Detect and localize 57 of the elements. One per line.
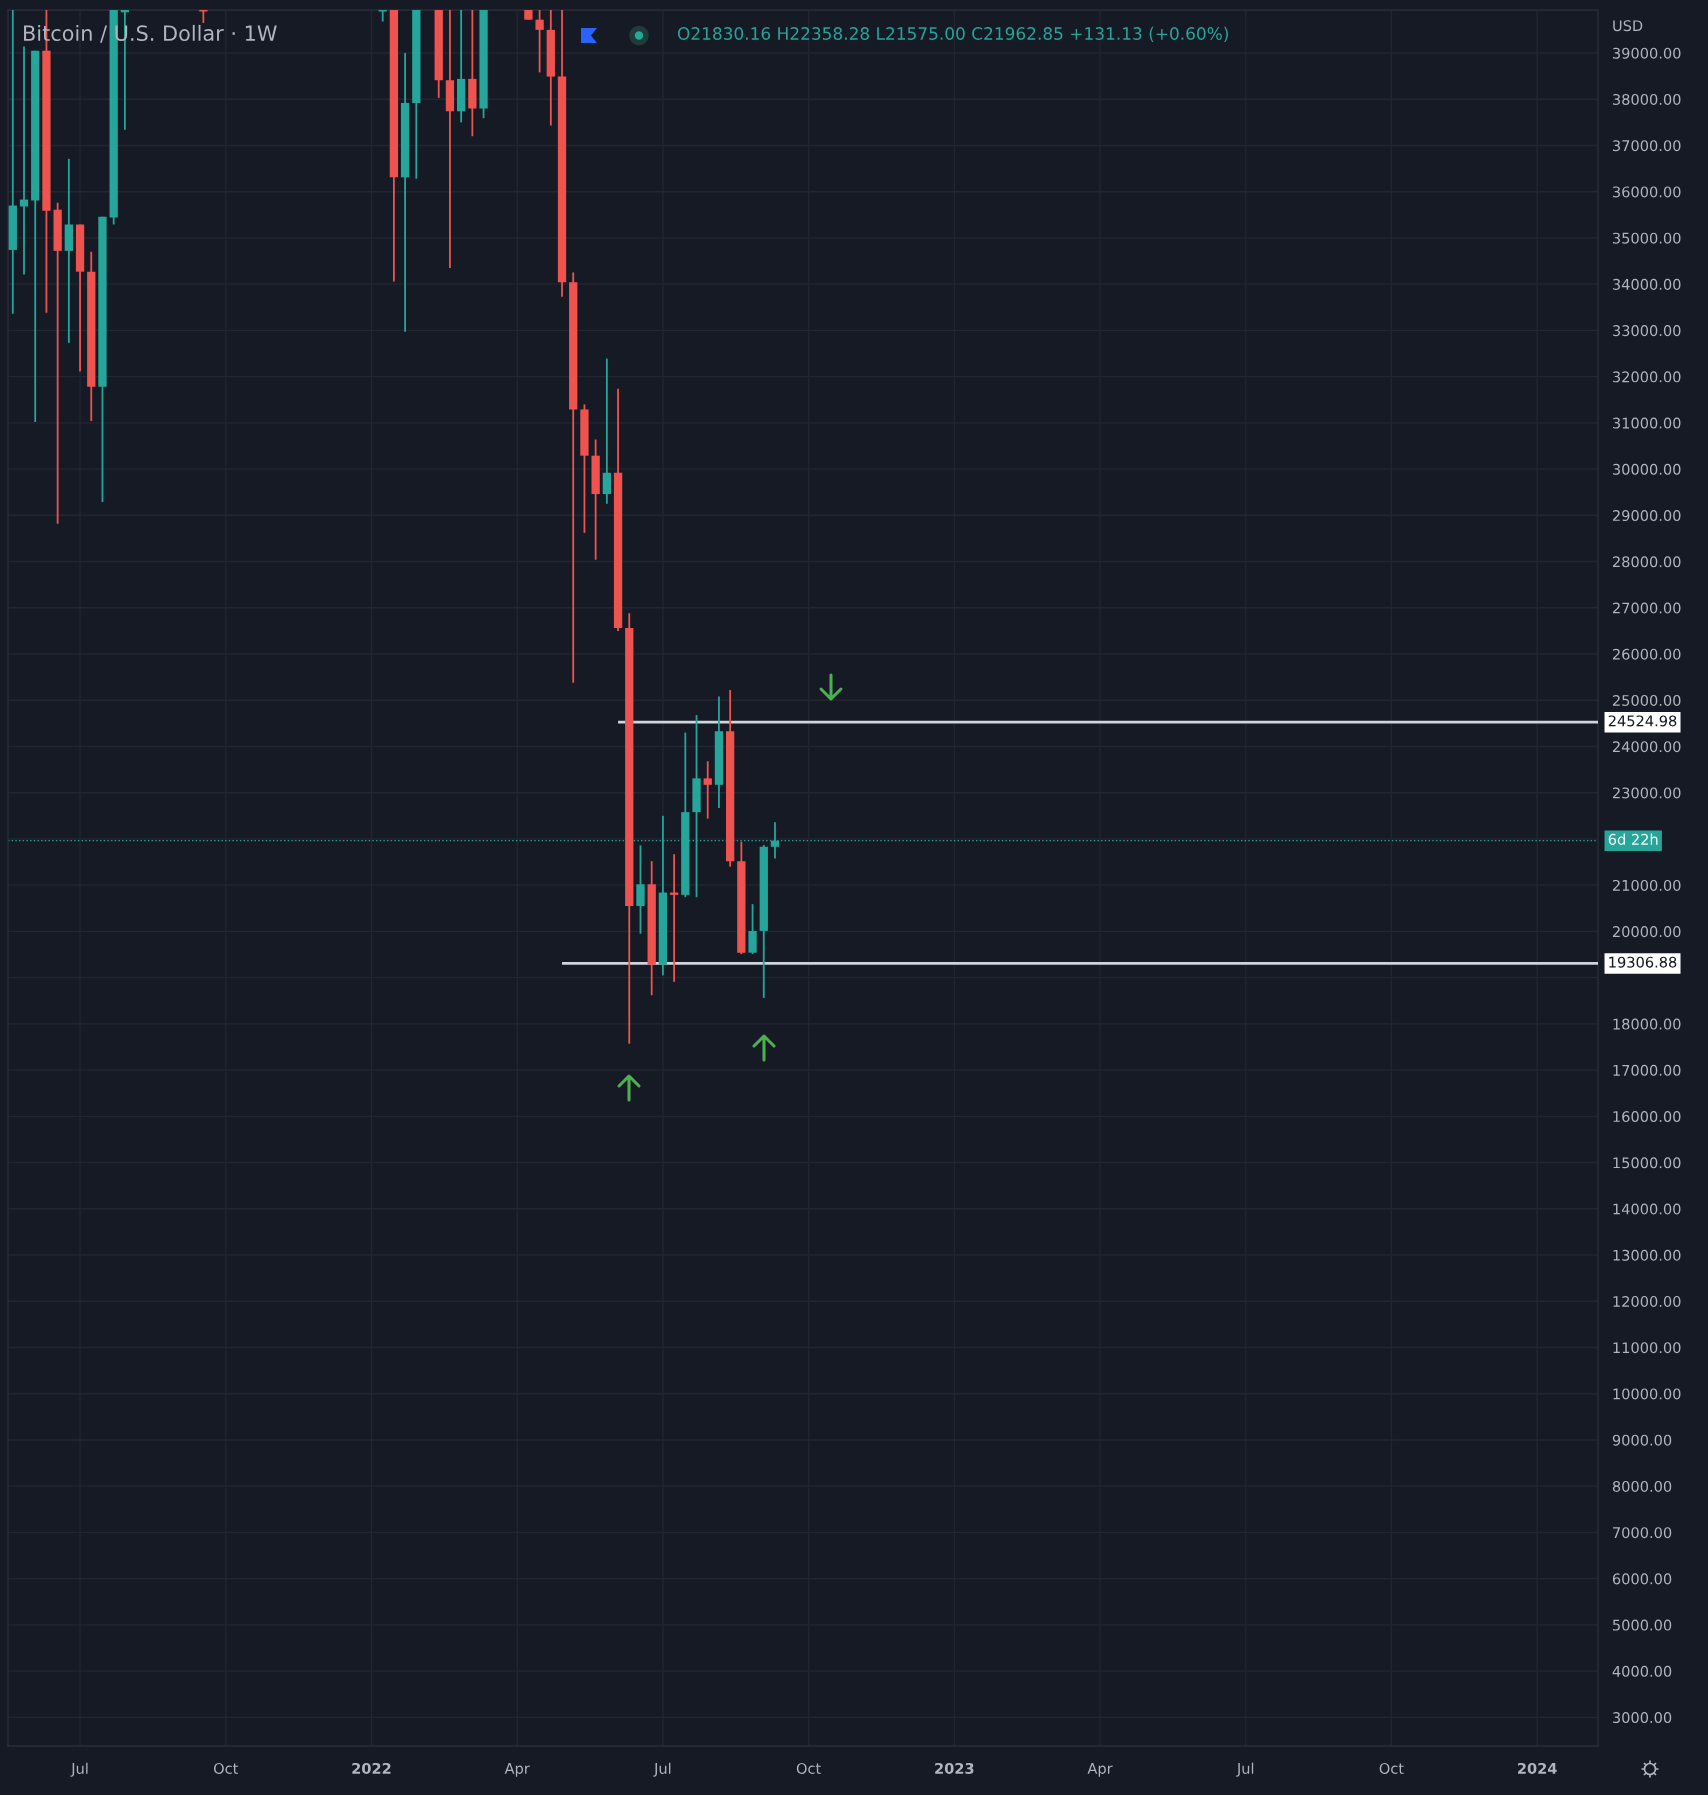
y-tick-label: 26000.00 [1612,648,1681,660]
y-tick-label: 29000.00 [1612,510,1681,522]
x-tick-label: Jul [1236,1762,1254,1777]
y-tick-label: 8000.00 [1612,1480,1672,1492]
candlestick [535,10,544,74]
y-axis-title: USD [1613,20,1643,32]
y-tick-label: 33000.00 [1613,325,1681,337]
x-tick-label: 2024 [1518,1762,1557,1774]
y-tick-label: 23000.00 [1612,787,1681,799]
x-tick-label: Oct [796,1762,821,1774]
y-tick-label: 14000.00 [1613,1203,1681,1215]
x-tick-label: Jul [653,1762,671,1777]
y-tick-label: 32000.00 [1613,371,1681,383]
y-tick-label: 7000.00 [1613,1527,1672,1539]
candlestick [748,903,757,955]
candlestick [445,10,455,269]
y-tick-label: 4000.00 [1612,1665,1672,1677]
y-tick-label: 31000.00 [1613,417,1681,429]
y-tick-label: 12000.00 [1613,1295,1681,1307]
ref-line-label: 6d 22h [1608,833,1658,845]
x-tick-label: Oct [213,1762,239,1774]
y-tick-label: 27000.00 [1612,602,1681,614]
y-tick-label: 20000.00 [1612,926,1681,938]
y-tick-label: 13000.00 [1613,1249,1681,1261]
y-tick-label: 6000.00 [1612,1573,1672,1585]
x-tick-label: Jul [70,1762,88,1777]
y-tick-label: 11000.00 [1613,1342,1681,1354]
x-tick-label: 2022 [352,1762,391,1774]
y-tick-label: 30000.00 [1613,463,1681,475]
y-tick-label: 24000.00 [1612,741,1681,753]
data-label: 19306.88 [1609,956,1677,968]
y-tick-label: 36000.00 [1613,186,1681,198]
x-tick-label: Oct [1379,1762,1404,1774]
y-tick-label: 37000.00 [1613,140,1681,152]
x-tick-label: Apr [1087,1763,1113,1777]
y-tick-label: 9000.00 [1612,1434,1672,1446]
x-tick-label: Apr [504,1763,530,1777]
y-tick-label: 5000.00 [1613,1619,1672,1631]
y-tick-label: 17000.00 [1613,1064,1681,1076]
y-tick-label: 18000.00 [1613,1018,1681,1030]
y-tick-label: 34000.00 [1613,278,1681,290]
y-tick-label: 39000.00 [1613,47,1681,59]
y-tick-label: 10000.00 [1613,1388,1681,1400]
data-label: 24524.98 [1608,715,1677,727]
candlestick [602,357,611,505]
y-tick-label: 21000.00 [1612,879,1681,891]
y-tick-label: 28000.00 [1612,556,1681,568]
candlestick [703,760,712,820]
y-tick-label: 38000.00 [1613,93,1681,105]
y-tick-label: 35000.00 [1613,232,1681,244]
y-tick-label: 16000.00 [1613,1111,1681,1123]
y-tick-label: 3000.00 [1613,1712,1672,1724]
candlestick [636,844,645,935]
text: O21830.16 H22358.28 L21575.00 C21962.85 +131.13 (+0.60%) [677,26,1228,42]
y-tick-label: 15000.00 [1613,1157,1681,1169]
y-tick-label: 25000.00 [1612,694,1681,706]
x-tick-label: 2023 [935,1762,974,1774]
